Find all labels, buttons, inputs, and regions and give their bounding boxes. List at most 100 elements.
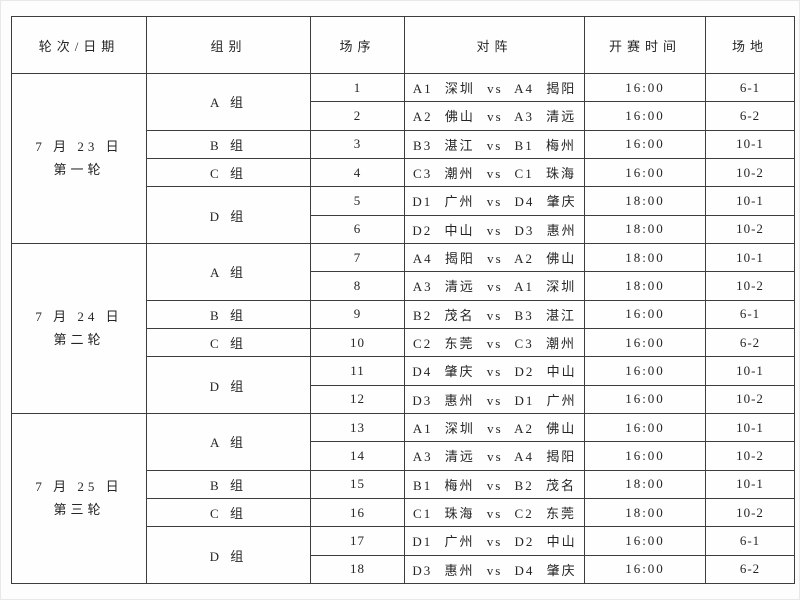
venue-cell: 6-2: [705, 327, 795, 358]
round-date-cell: 7 月 23 日 第一轮: [11, 73, 147, 244]
round-date: 7 月 25 日: [35, 479, 123, 495]
time-cell: 16:00: [584, 526, 706, 556]
round-date-cell: 7 月 25 日 第三轮: [11, 412, 147, 585]
group-cell: D 组: [146, 526, 311, 584]
group-cell: A 组: [146, 242, 311, 301]
header-group: 组别: [146, 16, 311, 74]
match-no-cell: 15: [310, 469, 405, 499]
group-cell: C 组: [146, 497, 311, 528]
group-cell: B 组: [146, 469, 311, 499]
match-row: 6 D2 中山 vs D3 惠州 18:00 10-2: [12, 214, 795, 244]
matchup-cell: A3 清远 vs A1 深圳: [404, 271, 585, 301]
match-no-cell: 6: [310, 214, 405, 244]
time-cell: 16:00: [584, 356, 706, 386]
venue-cell: 10-2: [705, 384, 795, 414]
matchup-cell: A2 佛山 vs A3 清远: [404, 101, 585, 131]
matchup-cell: D3 惠州 vs D1 广州: [404, 384, 585, 414]
group-cell: B 组: [146, 299, 311, 329]
time-cell: 16:00: [584, 412, 706, 443]
match-no-cell: 4: [310, 157, 405, 188]
matchup-cell: D3 惠州 vs D4 肇庆: [404, 554, 585, 585]
match-row: C 组 4 C3 潮州 vs C1 珠海 16:00 10-2: [12, 157, 795, 188]
match-no-cell: 18: [310, 554, 405, 585]
match-row: 18 D3 惠州 vs D4 肇庆 16:00 6-2: [12, 554, 795, 585]
round-date: 7 月 24 日: [35, 309, 123, 325]
matchup-cell: B1 梅州 vs B2 茂名: [404, 469, 585, 499]
venue-cell: 10-1: [705, 129, 795, 159]
header-round-date: 轮次/日期: [11, 16, 147, 74]
header-match-no: 场序: [310, 16, 405, 74]
time-cell: 16:00: [584, 441, 706, 471]
matchup-cell: A3 清远 vs A4 揭阳: [404, 441, 585, 471]
time-cell: 16:00: [584, 554, 706, 585]
match-no-cell: 17: [310, 526, 405, 556]
time-cell: 16:00: [584, 129, 706, 159]
matchup-cell: B2 茂名 vs B3 湛江: [404, 299, 585, 329]
matchup-cell: B3 湛江 vs B1 梅州: [404, 129, 585, 159]
match-row: C 组 10 C2 东莞 vs C3 潮州 16:00 6-2: [12, 327, 795, 358]
match-no-cell: 1: [310, 72, 405, 103]
venue-cell: 10-1: [705, 469, 795, 499]
match-no-cell: 2: [310, 101, 405, 131]
venue-cell: 10-1: [705, 242, 795, 273]
match-row: B 组 15 B1 梅州 vs B2 茂名 18:00 10-1: [12, 469, 795, 499]
time-cell: 16:00: [584, 101, 706, 131]
matchup-cell: C1 珠海 vs C2 东莞: [404, 497, 585, 528]
time-cell: 18:00: [584, 271, 706, 301]
venue-cell: 10-1: [705, 186, 795, 216]
schedule-table: 轮次/日期 组别 场序 对阵 开赛时间 场地 7 月 23 日 第一轮 A 组 …: [11, 16, 795, 585]
matchup-cell: A1 深圳 vs A2 佛山: [404, 412, 585, 443]
time-cell: 18:00: [584, 186, 706, 216]
time-cell: 18:00: [584, 242, 706, 273]
time-cell: 16:00: [584, 72, 706, 103]
group-cell: B 组: [146, 129, 311, 159]
match-no-cell: 10: [310, 327, 405, 358]
round-name: 第一轮: [53, 162, 105, 178]
matchup-cell: A1 深圳 vs A4 揭阳: [404, 72, 585, 103]
matchup-cell: D1 广州 vs D2 中山: [404, 526, 585, 556]
match-no-cell: 3: [310, 129, 405, 159]
round-name: 第二轮: [53, 332, 105, 348]
venue-cell: 6-2: [705, 101, 795, 131]
match-no-cell: 9: [310, 299, 405, 329]
matchup-cell: D1 广州 vs D4 肇庆: [404, 186, 585, 216]
match-row: B 组 3 B3 湛江 vs B1 梅州 16:00 10-1: [12, 129, 795, 159]
group-cell: A 组: [146, 412, 311, 471]
group-cell: D 组: [146, 186, 311, 244]
time-cell: 18:00: [584, 214, 706, 244]
time-cell: 18:00: [584, 497, 706, 528]
time-cell: 16:00: [584, 384, 706, 414]
match-no-cell: 14: [310, 441, 405, 471]
group-cell: D 组: [146, 356, 311, 414]
match-row: 12 D3 惠州 vs D1 广州 16:00 10-2: [12, 384, 795, 414]
group-cell: A 组: [146, 73, 311, 131]
match-row: D 组 5 D1 广州 vs D4 肇庆 18:00 10-1: [12, 186, 795, 244]
match-no-cell: 5: [310, 186, 405, 216]
match-row: 7 月 23 日 第一轮 A 组 1 A1 深圳 vs A4 揭阳 16:00 …: [11, 72, 795, 244]
venue-cell: 10-2: [705, 271, 795, 301]
match-no-cell: 8: [310, 271, 405, 301]
venue-cell: 10-1: [705, 356, 795, 386]
matchup-cell: C3 潮州 vs C1 珠海: [404, 157, 585, 188]
match-row: 14 A3 清远 vs A4 揭阳 16:00 10-2: [12, 441, 795, 471]
match-row: 8 A3 清远 vs A1 深圳 18:00 10-2: [12, 271, 795, 301]
matchup-cell: C2 东莞 vs C3 潮州: [404, 327, 585, 358]
group-cell: C 组: [146, 327, 311, 358]
time-cell: 16:00: [584, 157, 706, 188]
header-venue: 场地: [705, 16, 795, 74]
round-name: 第三轮: [53, 502, 105, 518]
venue-cell: 6-1: [705, 72, 795, 103]
match-no-cell: 13: [310, 412, 405, 443]
header-start-time: 开赛时间: [584, 16, 706, 74]
venue-cell: 6-2: [705, 554, 795, 585]
venue-cell: 6-1: [705, 299, 795, 329]
header-row: 轮次/日期 组别 场序 对阵 开赛时间 场地: [11, 16, 795, 74]
time-cell: 16:00: [584, 327, 706, 358]
round-date-cell: 7 月 24 日 第二轮: [11, 242, 147, 414]
matchup-cell: A4 揭阳 vs A2 佛山: [404, 242, 585, 273]
match-row: C 组 16 C1 珠海 vs C2 东莞 18:00 10-2: [12, 497, 795, 528]
match-no-cell: 16: [310, 497, 405, 528]
time-cell: 16:00: [584, 299, 706, 329]
match-no-cell: 11: [310, 356, 405, 386]
